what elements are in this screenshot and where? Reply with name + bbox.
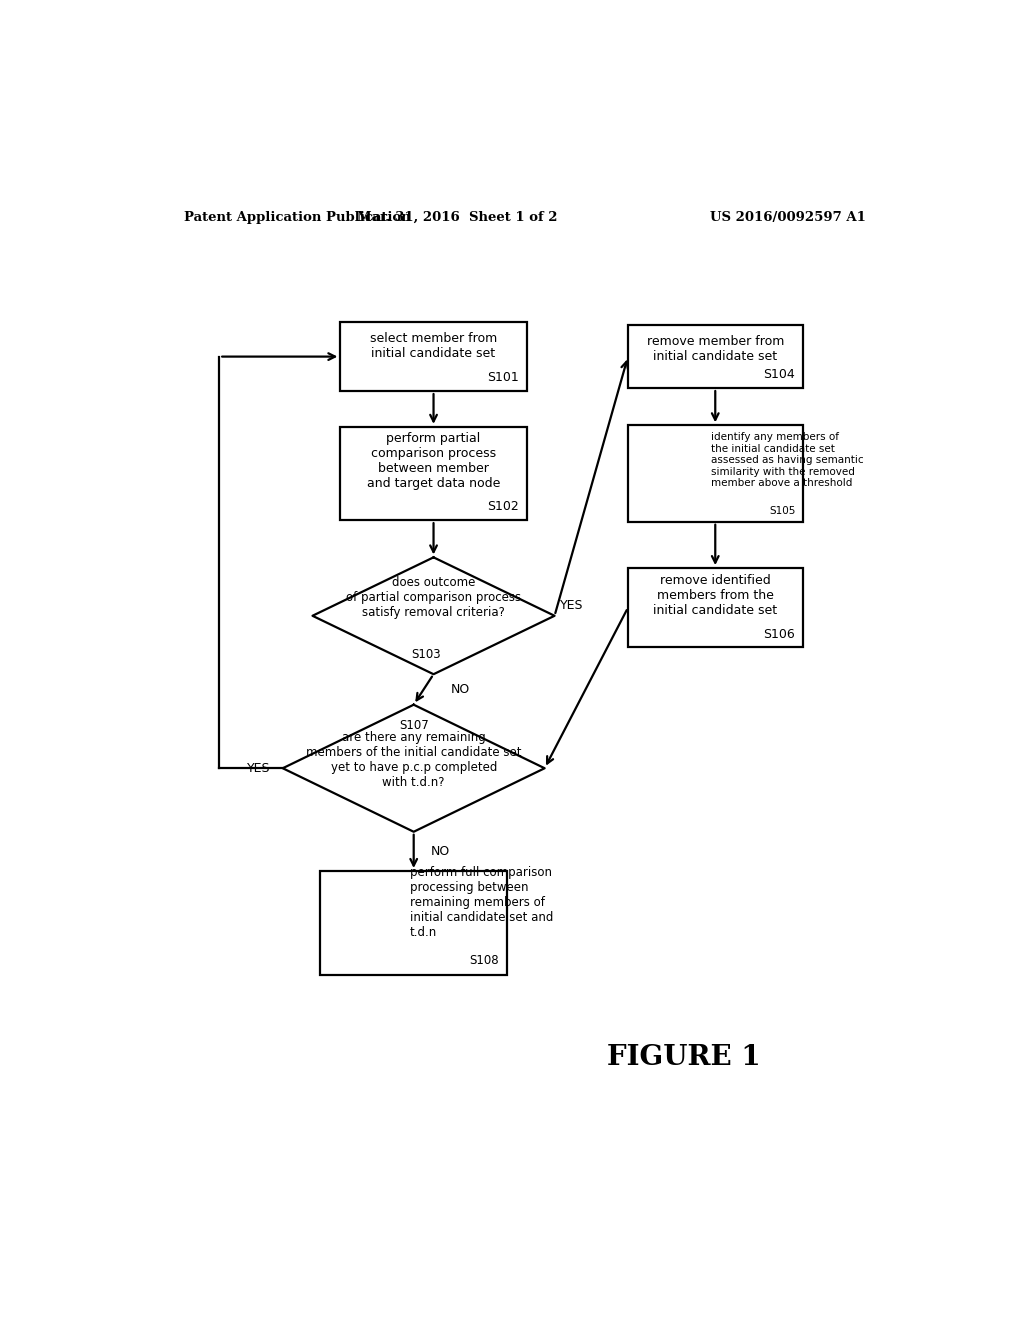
Text: perform full comparison
processing between
remaining members of
initial candidat: perform full comparison processing betwe… [410,866,553,939]
Text: S101: S101 [487,371,519,384]
FancyBboxPatch shape [628,425,803,521]
Text: S107: S107 [398,719,429,733]
Text: S103: S103 [411,648,440,661]
Text: perform partial
comparison process
between member
and target data node: perform partial comparison process betwe… [367,432,500,490]
FancyBboxPatch shape [340,426,526,520]
FancyBboxPatch shape [628,568,803,647]
Polygon shape [312,557,555,675]
Text: S106: S106 [763,628,795,642]
Polygon shape [283,705,545,832]
FancyBboxPatch shape [340,322,526,391]
FancyBboxPatch shape [628,325,803,388]
Text: Mar. 31, 2016  Sheet 1 of 2: Mar. 31, 2016 Sheet 1 of 2 [357,211,558,224]
Text: S104: S104 [763,368,795,381]
Text: NO: NO [451,682,470,696]
Text: remove identified
members from the
initial candidate set: remove identified members from the initi… [653,574,777,616]
Text: FIGURE 1: FIGURE 1 [606,1044,761,1072]
FancyBboxPatch shape [321,871,507,974]
Text: identify any members of
the initial candidate set
assessed as having semantic
si: identify any members of the initial cand… [712,432,864,488]
Text: YES: YES [560,599,584,612]
Text: does outcome
of partial comparison process
satisfy removal criteria?: does outcome of partial comparison proce… [346,576,521,619]
Text: YES: YES [248,762,270,775]
Text: select member from
initial candidate set: select member from initial candidate set [370,333,498,360]
Text: remove member from
initial candidate set: remove member from initial candidate set [646,335,784,363]
Text: NO: NO [431,845,451,858]
Text: S105: S105 [770,506,797,516]
Text: S102: S102 [487,500,519,513]
Text: US 2016/0092597 A1: US 2016/0092597 A1 [711,211,866,224]
Text: Patent Application Publication: Patent Application Publication [183,211,411,224]
Text: S108: S108 [469,954,499,968]
Text: are there any remaining
members of the initial candidate set
yet to have p.c.p c: are there any remaining members of the i… [306,731,521,789]
